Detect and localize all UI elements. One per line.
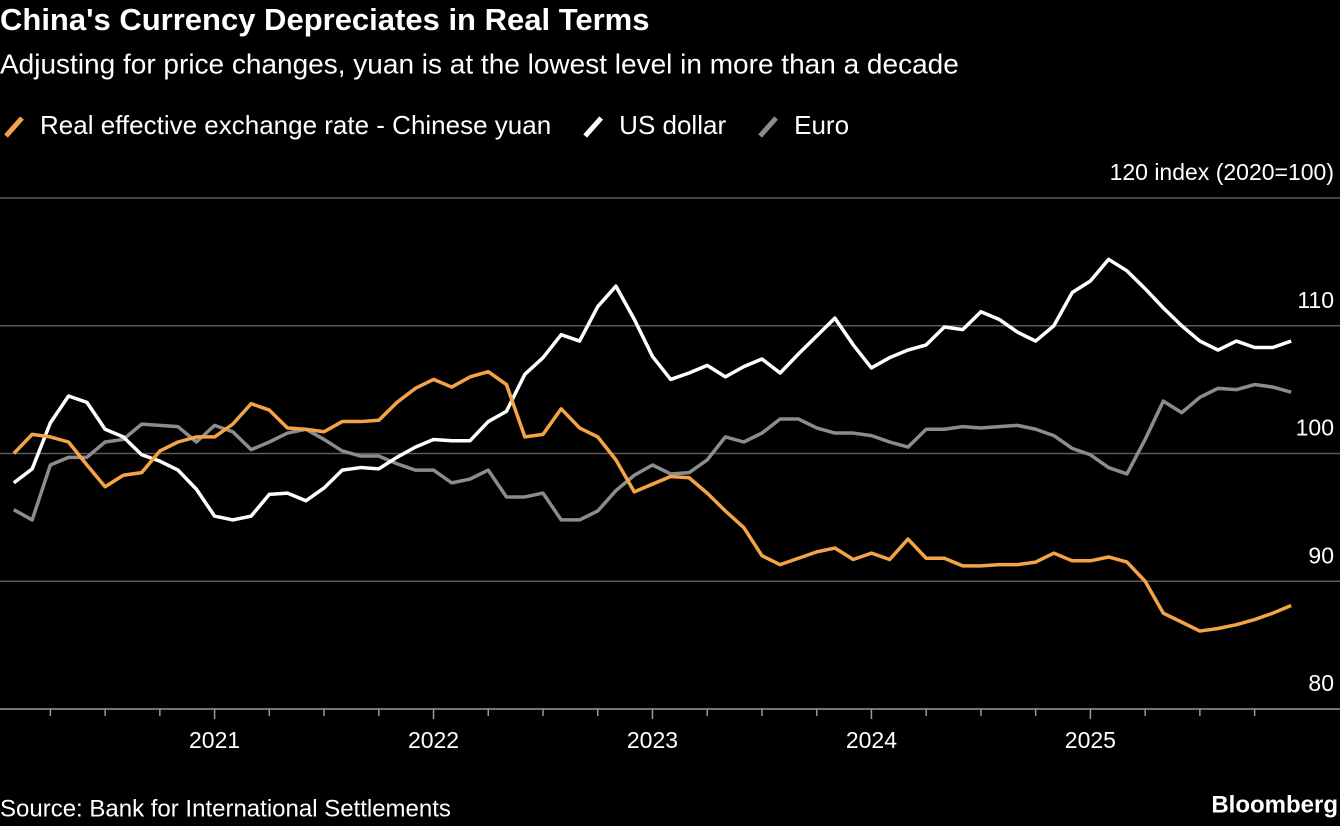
legend-label: Euro: [794, 110, 849, 140]
y-tick-label: 110: [1297, 287, 1334, 313]
source: Source: Bank for International Settlemen…: [0, 795, 451, 822]
legend-label: Real effective exchange rate - Chinese y…: [40, 110, 551, 140]
chart-title: China's Currency Depreciates in Real Ter…: [0, 2, 649, 37]
x-tick-label: 2021: [189, 727, 240, 753]
legend-swatch: [4, 116, 24, 138]
brand: Bloomberg: [1211, 791, 1338, 818]
legend-swatch: [758, 116, 778, 138]
y-tick-label: 90: [1308, 542, 1334, 568]
y-tick-label: 120 index (2020=100): [1110, 159, 1334, 185]
x-tick-label: 2023: [627, 727, 678, 753]
legend-swatch: [583, 116, 604, 138]
series-line: [12, 257, 1292, 522]
x-tick-label: 2025: [1065, 727, 1116, 753]
x-tick-label: 2022: [408, 727, 459, 753]
series-line: [12, 369, 1292, 633]
y-tick-label: 100: [1296, 415, 1334, 441]
chart-subtitle: Adjusting for price changes, yuan is at …: [0, 48, 959, 79]
x-tick-label: 2024: [846, 727, 897, 753]
y-tick-label: 80: [1308, 670, 1334, 696]
legend-label: US dollar: [619, 110, 726, 140]
